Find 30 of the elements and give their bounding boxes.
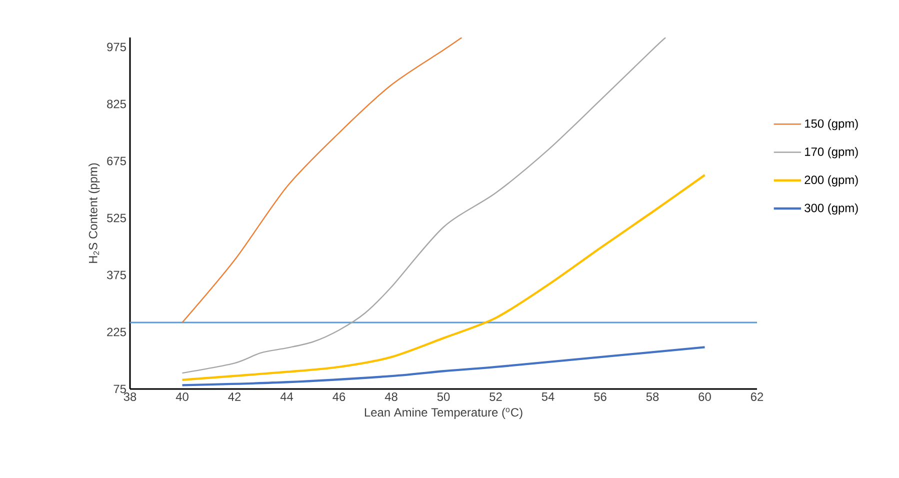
x-tick-label: 50 [437,392,450,401]
y-axis-title: H$_{2}$S Content (ppm) [88,163,100,263]
x-tick-label: 52 [490,392,502,401]
legend-label: 200 (gpm) [804,175,858,186]
x-tick-label: 60 [698,392,711,401]
x-tick-label: 58 [646,392,659,401]
line-series [181,346,706,386]
y-tick-label: 825 [107,100,126,108]
x-tick-label: 40 [176,392,188,401]
line-series [182,37,462,324]
legend-label: 150 (gpm) [805,119,858,130]
x-tick-label: 46 [332,392,346,401]
x-tick-label: 48 [384,392,398,401]
x-tick-label: 44 [280,392,294,401]
line-series [181,174,706,381]
x-tick-label: 62 [750,392,764,401]
x-tick-label: 38 [124,392,136,401]
line-series [182,37,666,374]
x-tick-label: 54 [542,392,554,401]
y-tick-label: 375 [106,270,126,280]
x-tick-label: 56 [594,392,606,401]
x-axis-title: Lean Amine Temperature ($^{o}$C) [364,408,522,419]
legend-label: 170 (gpm) [805,147,858,158]
legend-label: 300 (gpm) [804,203,858,215]
y-tick-label: 975 [107,42,126,52]
y-tick-label: 75 [114,384,126,394]
y-tick-label: 675 [107,156,126,166]
x-tick-label: 42 [228,392,241,401]
y-tick-label: 525 [107,214,126,222]
y-tick-label: 225 [107,328,126,336]
